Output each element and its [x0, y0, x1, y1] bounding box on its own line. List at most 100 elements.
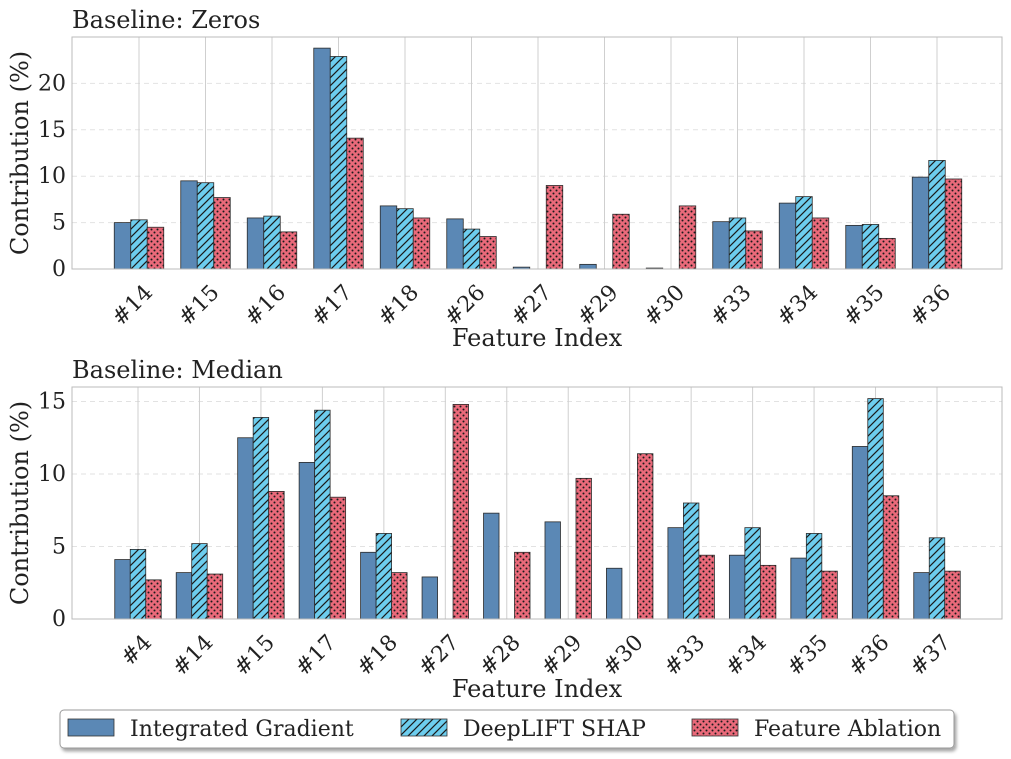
- bar-feature-ablation: [329, 496, 347, 620]
- bar-deeplift-shap: [683, 502, 700, 620]
- x-tick-label: #27: [414, 630, 465, 681]
- bar-deeplift-shap: [130, 219, 148, 270]
- bar-feature-ablation: [545, 185, 564, 270]
- bar-deeplift-shap: [375, 533, 392, 620]
- bar-feature-ablation: [678, 205, 697, 270]
- bar-feature-ablation: [514, 551, 531, 620]
- bar-integrated-gradient: [845, 224, 863, 270]
- bar-deeplift-shap: [263, 215, 281, 270]
- bars: [113, 47, 963, 270]
- x-tick-label: #34: [772, 280, 823, 331]
- bar-integrated-gradient: [313, 47, 331, 270]
- chart-zeros: Baseline: Zeros Contribution (%) Feature…: [6, 6, 1003, 352]
- bar-integrated-gradient: [180, 180, 198, 270]
- bar-integrated-gradient: [778, 202, 797, 270]
- bar-feature-ablation: [268, 490, 285, 620]
- bar-integrated-gradient: [790, 557, 807, 620]
- bar-feature-ablation: [745, 230, 763, 270]
- bar-deeplift-shap: [795, 196, 813, 270]
- bar-feature-ablation: [944, 178, 963, 270]
- bar-deeplift-shap: [805, 533, 823, 620]
- bar-deeplift-shap: [196, 182, 215, 270]
- bar-feature-ablation: [146, 226, 165, 270]
- bar-integrated-gradient: [579, 263, 597, 270]
- x-tick-label: #17: [307, 280, 358, 331]
- x-tick-label: #28: [475, 630, 526, 681]
- bar-feature-ablation: [346, 137, 364, 270]
- legend: Integrated Gradient DeepLIFT SHAP Featur…: [59, 709, 955, 749]
- bar-feature-ablation: [479, 236, 497, 270]
- x-tick-label: #18: [352, 630, 403, 681]
- bar-feature-ablation: [811, 217, 830, 270]
- x-tick-label: #34: [721, 630, 772, 681]
- bar-integrated-gradient: [114, 559, 131, 620]
- bar-feature-ablation: [612, 213, 630, 270]
- y-tick-label: 20: [38, 71, 66, 96]
- bar-deeplift-shap: [861, 224, 880, 270]
- bar-deeplift-shap: [129, 549, 147, 620]
- bar-deeplift-shap: [928, 160, 946, 270]
- legend-swatch-feature-ablation: [691, 718, 739, 737]
- x-tick-label: #30: [639, 280, 690, 331]
- legend-swatch-deeplift-shap: [400, 718, 448, 737]
- bars: [114, 398, 961, 620]
- bar-feature-ablation: [882, 495, 900, 620]
- bar-deeplift-shap: [928, 537, 946, 620]
- bar-deeplift-shap: [462, 228, 481, 270]
- bar-integrated-gradient: [483, 512, 500, 620]
- x-tick-label: #33: [660, 630, 711, 681]
- bar-integrated-gradient: [175, 572, 193, 620]
- bar-feature-ablation: [944, 570, 961, 620]
- bar-integrated-gradient: [606, 567, 623, 620]
- x-tick-label: #15: [229, 630, 280, 681]
- x-tick-label: #35: [783, 630, 834, 681]
- bar-integrated-gradient: [911, 176, 930, 270]
- x-axis-label: Feature Index: [452, 324, 623, 352]
- x-tick-label: #37: [905, 630, 956, 681]
- x-tick-label: #30: [598, 630, 649, 681]
- legend-swatch-integrated-gradient: [67, 718, 115, 737]
- bar-feature-ablation: [759, 564, 777, 620]
- y-tick-label: 0: [52, 607, 66, 632]
- x-tick-label: #14: [107, 280, 158, 331]
- bar-deeplift-shap: [314, 409, 331, 620]
- bar-deeplift-shap: [396, 208, 414, 270]
- y-axis-label: Contribution (%): [6, 51, 34, 255]
- bar-deeplift-shap: [191, 543, 208, 620]
- y-tick-label: 10: [38, 164, 66, 189]
- bar-integrated-gradient: [544, 521, 561, 620]
- bar-feature-ablation: [878, 237, 896, 270]
- bar-integrated-gradient: [851, 446, 869, 620]
- bar-integrated-gradient: [246, 217, 265, 270]
- y-tick-label: 5: [52, 211, 66, 236]
- bar-integrated-gradient: [379, 205, 398, 270]
- bar-integrated-gradient: [298, 461, 316, 620]
- bar-integrated-gradient: [712, 221, 730, 270]
- bar-integrated-gradient: [913, 572, 930, 620]
- bar-integrated-gradient: [421, 576, 438, 620]
- bar-integrated-gradient: [667, 527, 684, 620]
- legend-label-feature-ablation: Feature Ablation: [754, 717, 941, 742]
- bar-feature-ablation: [821, 570, 838, 620]
- y-gridlines: [72, 401, 1002, 547]
- bar-feature-ablation: [452, 403, 469, 620]
- bar-feature-ablation: [698, 554, 715, 620]
- bar-integrated-gradient: [237, 437, 254, 620]
- bar-feature-ablation: [213, 197, 231, 270]
- x-tick-label: #33: [706, 280, 757, 331]
- bar-deeplift-shap: [867, 398, 884, 620]
- bar-deeplift-shap: [329, 56, 348, 270]
- x-tick-label: #36: [844, 630, 895, 681]
- legend-label-integrated-gradient: Integrated Gradient: [130, 717, 354, 742]
- bar-feature-ablation: [637, 453, 654, 620]
- x-axis-label: Feature Index: [452, 675, 623, 703]
- legend-label-deeplift-shap: DeepLIFT SHAP: [463, 717, 646, 742]
- bar-deeplift-shap: [744, 527, 761, 620]
- bar-feature-ablation: [412, 217, 431, 270]
- bar-integrated-gradient: [360, 551, 377, 620]
- bar-feature-ablation: [145, 579, 162, 620]
- chart-median: Baseline: Median Contribution (%) Featur…: [6, 356, 1003, 703]
- bar-deeplift-shap: [252, 417, 270, 620]
- chart-title: Baseline: Median: [72, 356, 283, 384]
